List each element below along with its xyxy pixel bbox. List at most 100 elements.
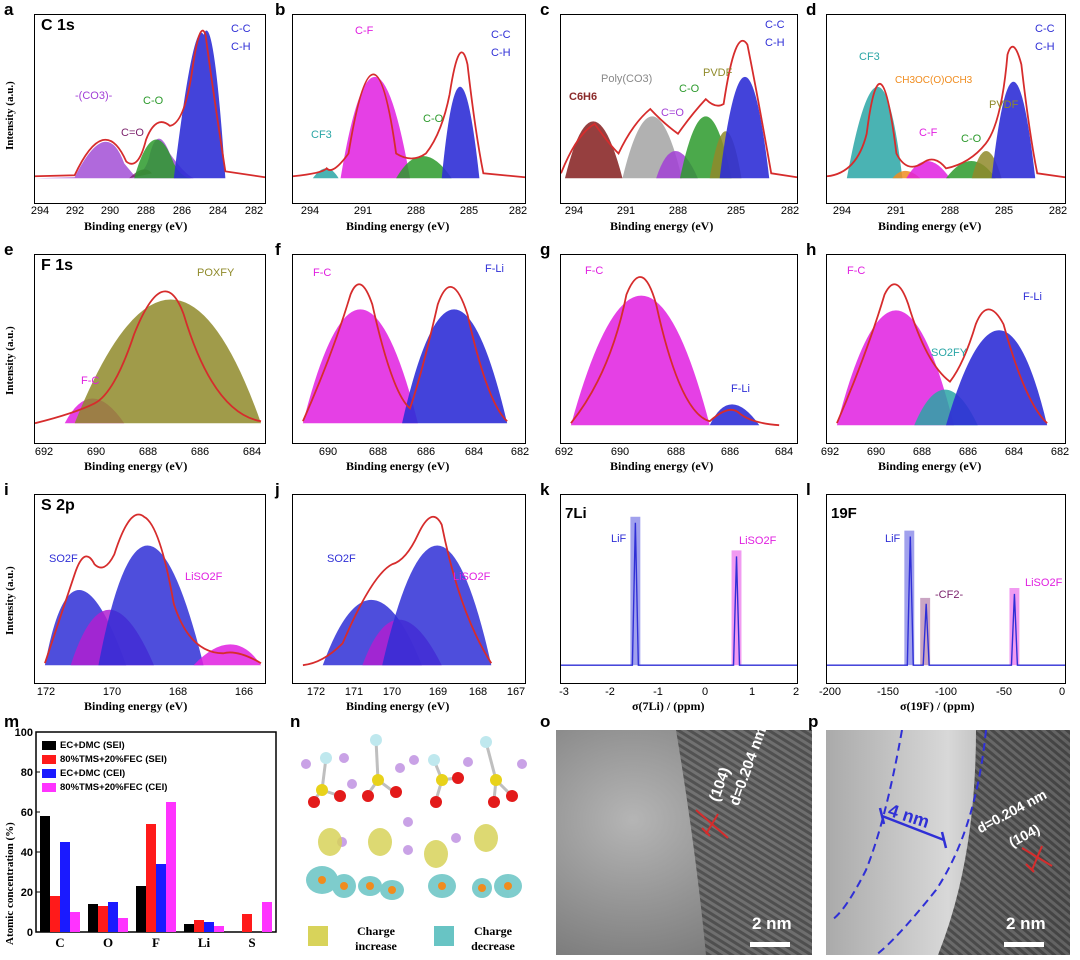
ann-fc-f: F-C bbox=[313, 267, 332, 279]
bar-O-series-0 bbox=[88, 904, 98, 932]
legend-item-1: 80%TMS+20%FEC (SEI) bbox=[42, 754, 167, 765]
panel-label-j: j bbox=[275, 480, 280, 499]
tick-j-1: 171 bbox=[344, 686, 364, 698]
y-tick-label-3: 60 bbox=[21, 807, 33, 819]
tick-l-3: -50 bbox=[996, 686, 1012, 698]
bar-chart-m: 0 20 40 60 80 100 C O F Li S EC+DMC (SEI) 80%TMS+… bbox=[14, 727, 280, 954]
spectrum-a: C 1s -(CO3)- C=O C-O C-C C-H bbox=[34, 14, 266, 204]
tick-l-1: -150 bbox=[876, 686, 900, 698]
tick-b-0: 294 bbox=[300, 205, 320, 217]
legend-swatch-2 bbox=[42, 768, 56, 778]
legend-swatch-0 bbox=[42, 740, 56, 750]
ann-ch-b: C-H bbox=[491, 47, 511, 59]
ylabel-i: Intensity (a.u.) bbox=[4, 566, 16, 635]
bar-Li-series-2 bbox=[204, 922, 214, 932]
x-tick-label-Li: Li bbox=[198, 935, 211, 950]
tick-c-0: 294 bbox=[564, 205, 584, 217]
panel-label-o: o bbox=[540, 712, 551, 731]
tick-a-5: 284 bbox=[208, 205, 228, 217]
legend-label-0: EC+DMC (SEI) bbox=[60, 740, 125, 751]
panel-label-h: h bbox=[806, 240, 817, 259]
tick-c-2: 288 bbox=[668, 205, 688, 217]
bar-C-series-3 bbox=[70, 912, 80, 932]
tick-k-3: 0 bbox=[701, 686, 709, 698]
ann-cf-b: C-F bbox=[355, 25, 374, 37]
spectrum-e: F 1s POXFY F-C bbox=[34, 254, 266, 444]
tick-g-4: 684 bbox=[774, 446, 794, 458]
y-tick-label-2: 40 bbox=[21, 847, 33, 859]
panel-label-p: p bbox=[808, 712, 819, 731]
ann-co-b: C-O bbox=[423, 113, 444, 125]
ann-cc-d: C-C bbox=[1035, 23, 1055, 35]
panel-label-l: l bbox=[806, 480, 811, 499]
ann-ceo-c: C=O bbox=[661, 107, 684, 119]
xlabel-b: Binding energy (eV) bbox=[346, 219, 450, 233]
panel-label-f: f bbox=[275, 240, 281, 259]
ann-fli-g: F-Li bbox=[731, 383, 750, 395]
ylabel-e: Intensity (a.u.) bbox=[4, 326, 16, 395]
tem-texture-p bbox=[826, 730, 1070, 955]
ann-liso2f-l: LiSO2F bbox=[1025, 577, 1063, 589]
bar-Li-series-3 bbox=[214, 926, 224, 932]
tick-k-5: 2 bbox=[792, 686, 800, 698]
legend-label-3: 80%TMS+20%FEC (CEI) bbox=[60, 782, 168, 793]
ann-cf3-d: CF3 bbox=[859, 51, 880, 63]
spectrum-l: 19F LiF -CF2- LiSO2F bbox=[826, 494, 1066, 684]
ann-cf2: -CF2- bbox=[935, 589, 964, 601]
ann-cf3-b: CF3 bbox=[311, 129, 332, 141]
y-tick-label-0: 0 bbox=[27, 927, 33, 939]
tick-f-1: 688 bbox=[368, 446, 388, 458]
tem-image-p: 4 nm d=0.204 nm (104) 2 nm bbox=[826, 730, 1070, 955]
panel-label-d: d bbox=[806, 0, 817, 19]
core-label-k: 7Li bbox=[565, 505, 587, 522]
scale-bar-p: 2 nm bbox=[1006, 914, 1046, 933]
spectrum-i: S 2p SO2F LiSO2F bbox=[34, 494, 266, 684]
ann-lif-k: LiF bbox=[611, 533, 627, 545]
tick-b-2: 288 bbox=[406, 205, 426, 217]
tick-h-1: 690 bbox=[866, 446, 886, 458]
tick-d-0: 294 bbox=[832, 205, 852, 217]
x-tick-label-F: F bbox=[152, 935, 160, 950]
ann-so2f-j: SO2F bbox=[327, 553, 356, 565]
tick-c-3: 285 bbox=[726, 205, 746, 217]
ann-co-d: C-O bbox=[961, 133, 982, 145]
panel-label-c: c bbox=[540, 0, 550, 19]
tick-h-0: 692 bbox=[820, 446, 840, 458]
panel-label-g: g bbox=[540, 240, 551, 259]
spectrum-f: F-C F-Li bbox=[292, 254, 526, 444]
ann-pvdf-c: PVDF bbox=[703, 67, 733, 79]
panel-label-m: m bbox=[4, 712, 20, 731]
ann-ch3-d: CH3OC(O)OCH3 bbox=[895, 75, 973, 86]
ann-ch-d: C-H bbox=[1035, 41, 1055, 53]
tick-j-3: 169 bbox=[428, 686, 448, 698]
ann-cf-d: C-F bbox=[919, 127, 938, 139]
y-tick-label-1: 20 bbox=[21, 887, 33, 899]
ann-so2fy: SO2FY bbox=[931, 347, 968, 359]
xlabel-d: Binding energy (eV) bbox=[878, 219, 982, 233]
ann-co-c: C-O bbox=[679, 83, 700, 95]
tick-i-3: 166 bbox=[234, 686, 254, 698]
spectrum-g: F-C F-Li bbox=[560, 254, 798, 444]
legend-label-2: EC+DMC (CEI) bbox=[60, 768, 126, 779]
bar-O-series-1 bbox=[98, 906, 108, 932]
tick-c-4: 282 bbox=[780, 205, 800, 217]
xlabel-a: Binding energy (eV) bbox=[84, 219, 188, 233]
tick-h-2: 688 bbox=[912, 446, 932, 458]
panel-label-k: k bbox=[540, 480, 550, 499]
bar-C-series-0 bbox=[40, 816, 50, 932]
ann-liso2f-k: LiSO2F bbox=[739, 535, 777, 547]
tick-k-2: -1 bbox=[653, 686, 663, 698]
ann-cc-a: C-C bbox=[231, 23, 251, 35]
tick-h-5: 682 bbox=[1050, 446, 1070, 458]
bar-O-series-3 bbox=[118, 918, 128, 932]
spectrum-b: C-F CF3 C-O C-C C-H bbox=[292, 14, 526, 204]
tick-a-2: 290 bbox=[100, 205, 120, 217]
bar-S-series-1 bbox=[242, 914, 252, 932]
tick-f-4: 682 bbox=[510, 446, 530, 458]
legend-charge-decrease: Charge decrease bbox=[471, 924, 515, 953]
bar-S-series-3 bbox=[262, 902, 272, 932]
tick-f-3: 684 bbox=[464, 446, 484, 458]
spectrum-k: 7Li LiF LiSO2F bbox=[560, 494, 798, 684]
legend-swatch-1 bbox=[42, 754, 56, 764]
legend-charge-increase: Charge increase bbox=[355, 924, 397, 953]
